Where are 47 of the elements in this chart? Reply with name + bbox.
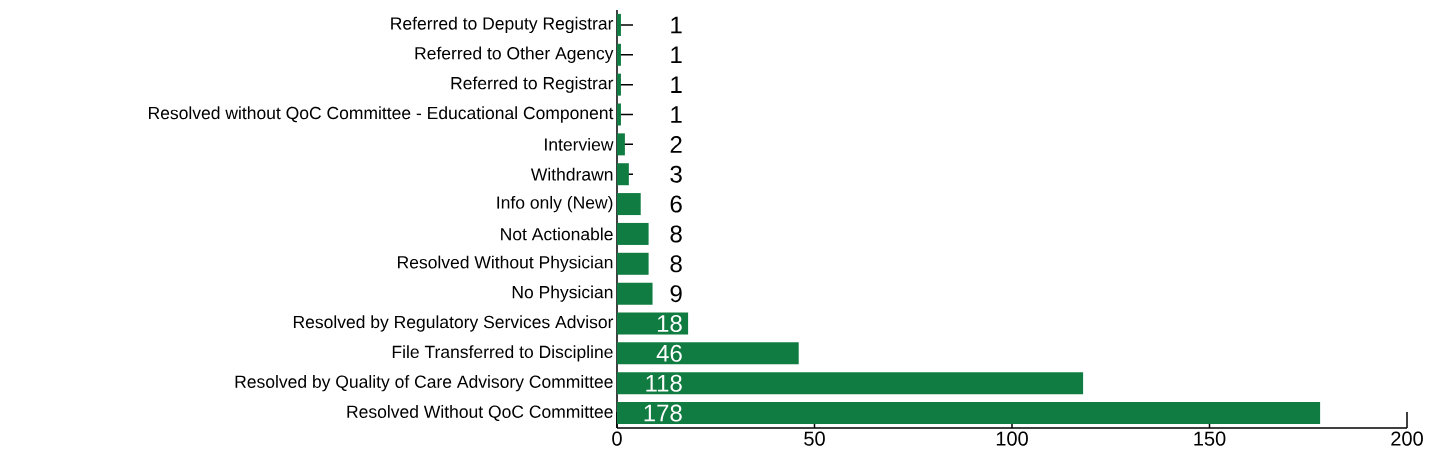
data-label: 6 (670, 195, 682, 213)
y-tick-label: Referred to Deputy Registrar (391, 16, 614, 34)
y-tick-label: Interview (545, 137, 614, 151)
x-tick-label: 150 (1194, 431, 1226, 446)
data-label: 1 (671, 106, 682, 123)
data-label: 18 (657, 315, 682, 332)
data-label: 118 (646, 374, 682, 392)
bar (617, 402, 1321, 425)
x-tick-label: 200 (1391, 431, 1423, 446)
y-tick-label: Not Actionable (501, 227, 613, 241)
bar (617, 133, 625, 156)
bar (617, 252, 649, 275)
bar (617, 13, 621, 36)
bar (617, 282, 653, 305)
y-tick-label: Resolved by Regulatory Services Advisor (293, 315, 614, 332)
data-label: 8 (670, 225, 682, 243)
x-tick-label: 0 (612, 431, 622, 446)
data-label: 8 (670, 255, 682, 273)
y-tick-label: Referred to Other Agency (415, 46, 614, 63)
bar (617, 222, 649, 245)
y-tick-label: File Transferred to Discipline (392, 345, 613, 362)
data-label: 46 (656, 344, 682, 362)
y-tick-label: Withdrawn (530, 167, 613, 181)
data-label: 9 (670, 285, 682, 303)
bar (617, 312, 689, 335)
y-tick-label: Info only (New) (497, 195, 613, 213)
x-tick-label: 50 (804, 431, 825, 446)
data-label: 1 (671, 16, 682, 34)
bar (617, 193, 641, 216)
y-tick-label: Resolved without QoC Committee - Educational Component (148, 106, 614, 123)
y-tick-label: Referred to Registrar (451, 76, 614, 93)
data-label: 2 (670, 135, 682, 153)
bar (617, 342, 799, 365)
bar (617, 372, 1084, 395)
data-label: 3 (670, 165, 682, 183)
y-tick-label: Resolved by Quality of Care Advisory Committee (235, 375, 613, 392)
bar (617, 73, 621, 96)
y-tick-label: No Physician (512, 285, 613, 302)
data-label: 178 (644, 404, 682, 422)
bar (617, 163, 629, 186)
data-label: 1 (671, 46, 682, 64)
bar (617, 103, 621, 126)
y-tick-label: Resolved Without QoC Committee (347, 405, 613, 422)
data-label: 1 (671, 76, 682, 93)
bar (617, 43, 621, 66)
x-tick-label: 100 (996, 431, 1028, 446)
y-tick-label: Resolved Without Physician (398, 255, 613, 272)
